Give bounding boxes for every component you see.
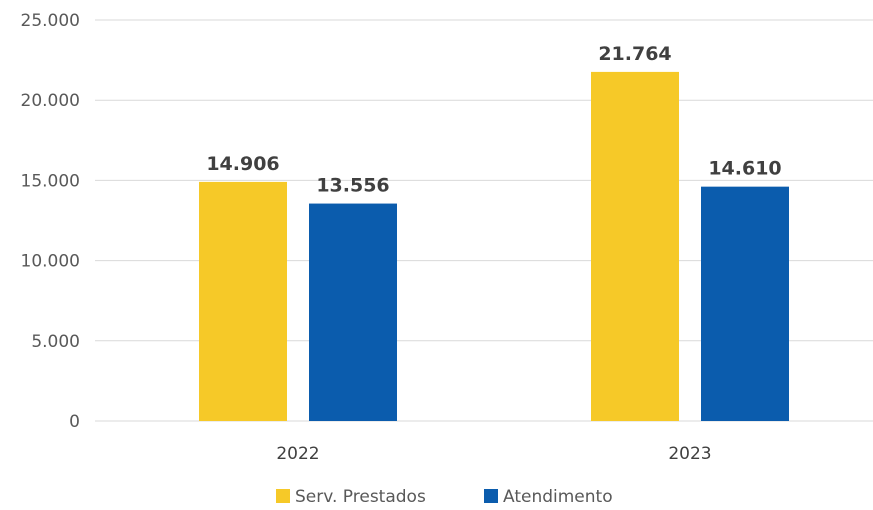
data-label-1-1: 14.610 bbox=[708, 158, 781, 180]
y-tick-label-2: 10.000 bbox=[21, 252, 80, 272]
legend-swatch-1 bbox=[484, 489, 498, 503]
y-tick-label-1: 5.000 bbox=[31, 332, 80, 352]
legend-swatch-0 bbox=[276, 489, 290, 503]
bar-atendimento-2022 bbox=[309, 203, 397, 421]
data-label-0-1: 21.764 bbox=[598, 43, 671, 65]
y-tick-label-3: 15.000 bbox=[21, 171, 80, 191]
data-label-1-0: 13.556 bbox=[316, 175, 389, 197]
legend: Serv. Prestados Atendimento bbox=[276, 487, 613, 507]
x-axis-categories: 2022 2023 bbox=[276, 444, 711, 464]
legend-label-0: Serv. Prestados bbox=[295, 487, 426, 507]
y-axis-ticks: 0 5.000 10.000 15.000 20.000 25.000 bbox=[21, 11, 80, 432]
bar-atendimento-2023 bbox=[701, 186, 789, 421]
y-tick-label-0: 0 bbox=[69, 412, 80, 432]
y-tick-label-5: 25.000 bbox=[21, 11, 80, 31]
x-category-label-1: 2023 bbox=[668, 444, 711, 464]
legend-label-1: Atendimento bbox=[503, 487, 613, 507]
bar-serv-prestados-2023 bbox=[591, 71, 679, 421]
y-tick-label-4: 20.000 bbox=[21, 91, 80, 111]
bar-serv-prestados-2022 bbox=[199, 181, 287, 421]
bars bbox=[199, 71, 789, 421]
data-labels: 14.906 21.764 13.556 14.610 bbox=[206, 43, 781, 197]
data-label-0-0: 14.906 bbox=[206, 153, 279, 175]
x-category-label-0: 2022 bbox=[276, 444, 319, 464]
